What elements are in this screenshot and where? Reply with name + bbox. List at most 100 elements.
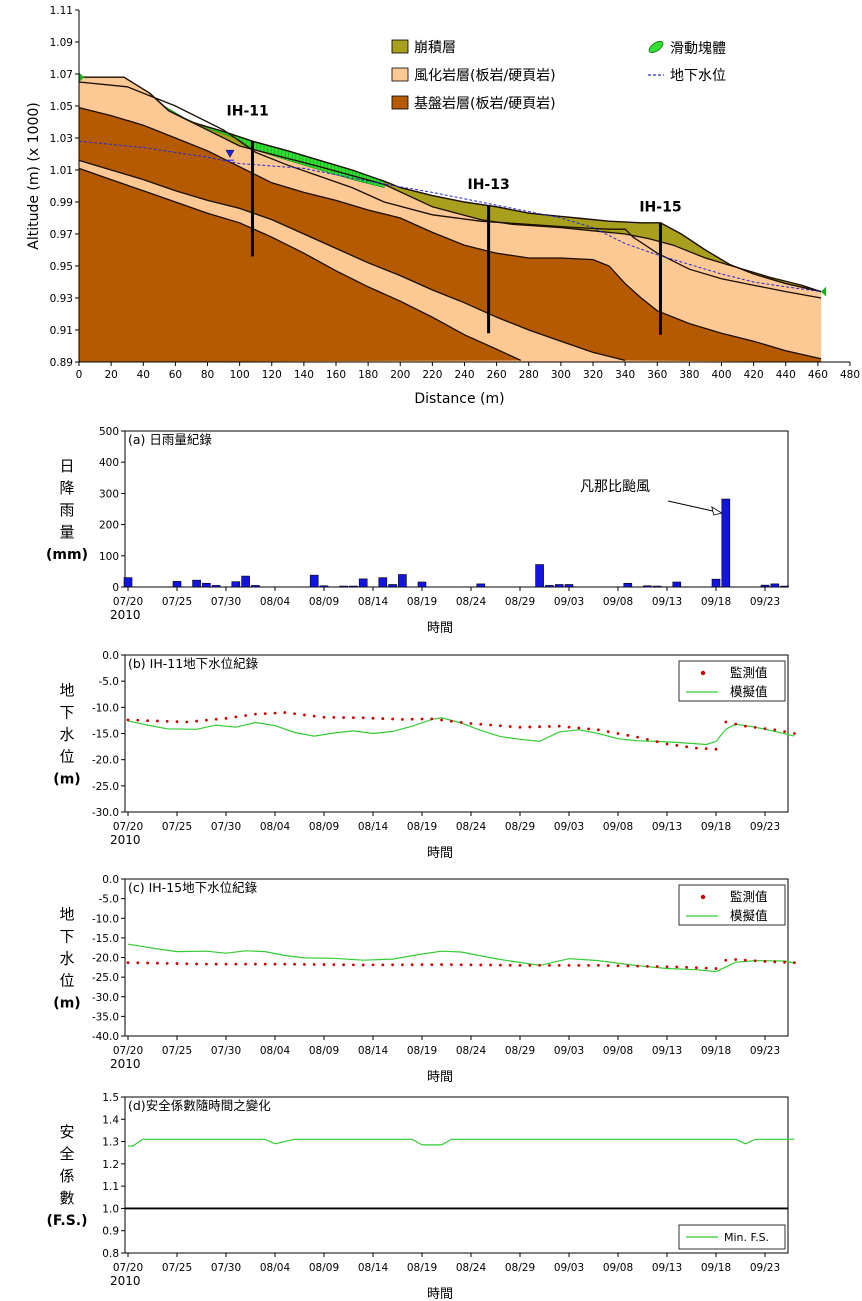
observed-point (156, 961, 159, 965)
observed-point (332, 716, 336, 719)
y-tick-label: -35.0 (92, 1011, 119, 1023)
observed-point (528, 963, 532, 967)
observed-point (342, 963, 345, 967)
observed-point (499, 963, 502, 967)
x-tick-label: 07/25 (162, 821, 192, 833)
y-tick-label: 200 (99, 520, 119, 532)
observed-point (293, 712, 296, 716)
x-tick-label: 08/29 (505, 821, 535, 833)
rain-bar (123, 577, 133, 588)
x-tick-label: 07/30 (211, 1262, 241, 1274)
observed-point (146, 961, 150, 965)
x-tick-label: 07/30 (211, 1045, 241, 1057)
x-tick-label: 08/29 (505, 1045, 535, 1057)
observed-point (381, 963, 385, 967)
x-tick-label: 08/14 (358, 1045, 389, 1057)
x-tick-label: 08/09 (309, 1262, 339, 1274)
observed-point (695, 966, 698, 970)
band-top-line (78, 159, 626, 362)
x-tick-label: 09/13 (652, 1045, 682, 1057)
x-tick-label: 280 (519, 369, 539, 381)
x-tick-label: 08/19 (407, 596, 437, 608)
observed-point (499, 724, 502, 728)
x-tick-label: 100 (230, 369, 250, 381)
observed-point (205, 962, 208, 966)
observed-point (587, 727, 590, 731)
observed-point (165, 719, 169, 723)
rain-bar (721, 498, 731, 588)
observed-point (391, 963, 394, 967)
rain-bar (476, 583, 486, 588)
y-tick-label: 500 (99, 426, 119, 438)
y-axis-label: 全 (59, 1145, 74, 1163)
band-bottom-line (78, 167, 521, 361)
rain-bar (192, 579, 201, 588)
x-tick-label: 20 (104, 369, 117, 381)
observed-point (410, 717, 414, 721)
observed-point (342, 716, 345, 719)
y-axis-label: 地 (59, 906, 74, 924)
observed-point (312, 963, 316, 966)
rain-bar (231, 581, 241, 588)
rain-bar (211, 585, 221, 588)
observed-point (675, 743, 679, 747)
observed-point (361, 716, 365, 720)
observed-point (234, 962, 238, 966)
y-tick-label: 400 (99, 457, 119, 469)
y-tick-label: 0.95 (50, 261, 73, 273)
x-tick-label: 180 (358, 369, 378, 381)
x-tick-label: 80 (201, 369, 214, 381)
x-tick-label: 08/19 (407, 1262, 437, 1274)
left-end-marker-icon (79, 72, 84, 83)
y-axis-label: 數 (59, 1189, 74, 1207)
year-label: 2010 (110, 608, 141, 622)
observed-point (714, 967, 718, 970)
observed-point (352, 716, 355, 720)
y-axis-label: (m) (53, 772, 80, 788)
observed-point (557, 724, 561, 728)
rain-bar (378, 577, 388, 588)
y-tick-label: -5.0 (99, 676, 120, 688)
observed-point (195, 719, 199, 723)
observed-point (548, 725, 551, 728)
y-axis-label: 水 (59, 950, 74, 968)
observed-point (165, 961, 169, 965)
y-axis-label: (m) (53, 996, 80, 1012)
observed-point (224, 716, 228, 720)
x-tick-label: 08/04 (260, 596, 291, 608)
x-tick-label: 09/23 (750, 1262, 780, 1274)
observed-point (528, 725, 532, 729)
x-tick-label: 09/13 (652, 596, 682, 608)
observed-point (793, 961, 796, 965)
y-tick-label: 0.0 (102, 650, 119, 662)
observed-point (626, 733, 630, 737)
borehole-label: IH-11 (227, 104, 269, 120)
y-axis-label: 位 (59, 972, 74, 990)
x-tick-label: 08/04 (260, 821, 291, 833)
x-axis-label: 時間 (427, 846, 453, 861)
observed-point (459, 720, 463, 724)
x-tick-label: 08/14 (358, 1262, 389, 1274)
rain-bar (202, 582, 211, 588)
observed-point (459, 963, 463, 967)
observed-point (489, 963, 492, 967)
rain-bar (554, 584, 564, 588)
observed-point (185, 962, 189, 966)
observed-point (136, 718, 140, 722)
y-tick-label: 1.4 (102, 1114, 119, 1126)
observed-point (332, 963, 336, 967)
y-axis-label: Altitude (m) (x 1000) (26, 102, 42, 249)
legend-dot (700, 670, 706, 676)
observed-point (646, 738, 649, 741)
legend-dot (700, 894, 706, 900)
gwl_ih15-panel: -40.0 -35.0 -30.0 -25.0 -20.0 -15.0 -10.0 -5.0 0… (53, 874, 796, 1085)
y-axis-label: (F.S.) (46, 1213, 87, 1229)
observed-point (322, 715, 326, 719)
observed-point (469, 963, 473, 967)
observed-point (753, 959, 757, 963)
observed-point (763, 727, 767, 731)
y-tick-label: -25.0 (92, 781, 119, 793)
rain-bar (711, 578, 721, 588)
observed-point (244, 714, 248, 717)
x-tick-label: 09/08 (603, 1045, 633, 1057)
